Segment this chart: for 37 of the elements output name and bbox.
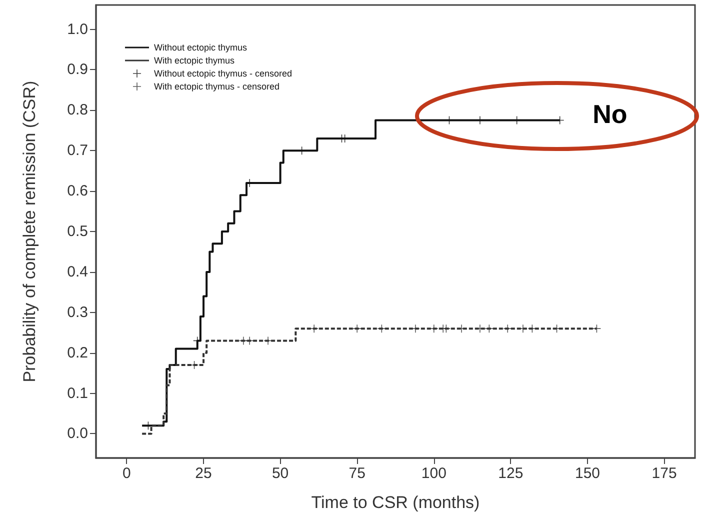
y-tick-label: 0.4 (67, 263, 88, 280)
y-tick-label: 0.3 (67, 304, 88, 321)
y-tick-label: 0.0 (67, 425, 88, 442)
y-axis-title: Probability of complete remission (CSR) (20, 80, 39, 382)
point (353, 324, 362, 333)
point (430, 324, 438, 333)
y-tick-label: 0.2 (67, 344, 88, 362)
x-tick-label: 0 (122, 465, 131, 482)
x-tick-label: 25 (195, 465, 212, 482)
x-tick-label: 150 (574, 465, 600, 482)
legend-label: Without ectopic thymus (154, 42, 248, 52)
x-axis-title: Time to CSR (months) (311, 493, 480, 512)
annotation: No (592, 98, 628, 129)
point (504, 324, 512, 333)
point (442, 324, 450, 333)
x-tick-label: 50 (272, 465, 289, 482)
point (246, 336, 254, 345)
x-tick-label: 175 (652, 465, 677, 482)
point (264, 336, 272, 345)
y-tick-label: 0.7 (67, 142, 88, 160)
y-tick-label: 0.5 (67, 223, 88, 240)
x-tick-label: 100 (421, 465, 446, 482)
y-tick-label: 0.1 (67, 384, 88, 402)
point (190, 360, 198, 369)
x-tick-label: 75 (348, 465, 366, 482)
x-tick-label: 125 (498, 465, 524, 482)
point (310, 324, 318, 333)
y-tick-label: 0.9 (67, 61, 88, 78)
legend-label: Without ectopic thymus - censored (154, 68, 292, 78)
point (378, 324, 386, 333)
legend-label: With ectopic thymus (154, 56, 236, 66)
legend-label: With ectopic thymus - censored (154, 82, 280, 92)
y-tick-label: 0.8 (67, 102, 88, 119)
point (485, 324, 494, 333)
y-tick-label: 0.6 (67, 182, 88, 200)
y-tick-label: 1.0 (67, 20, 88, 38)
point (592, 324, 601, 333)
